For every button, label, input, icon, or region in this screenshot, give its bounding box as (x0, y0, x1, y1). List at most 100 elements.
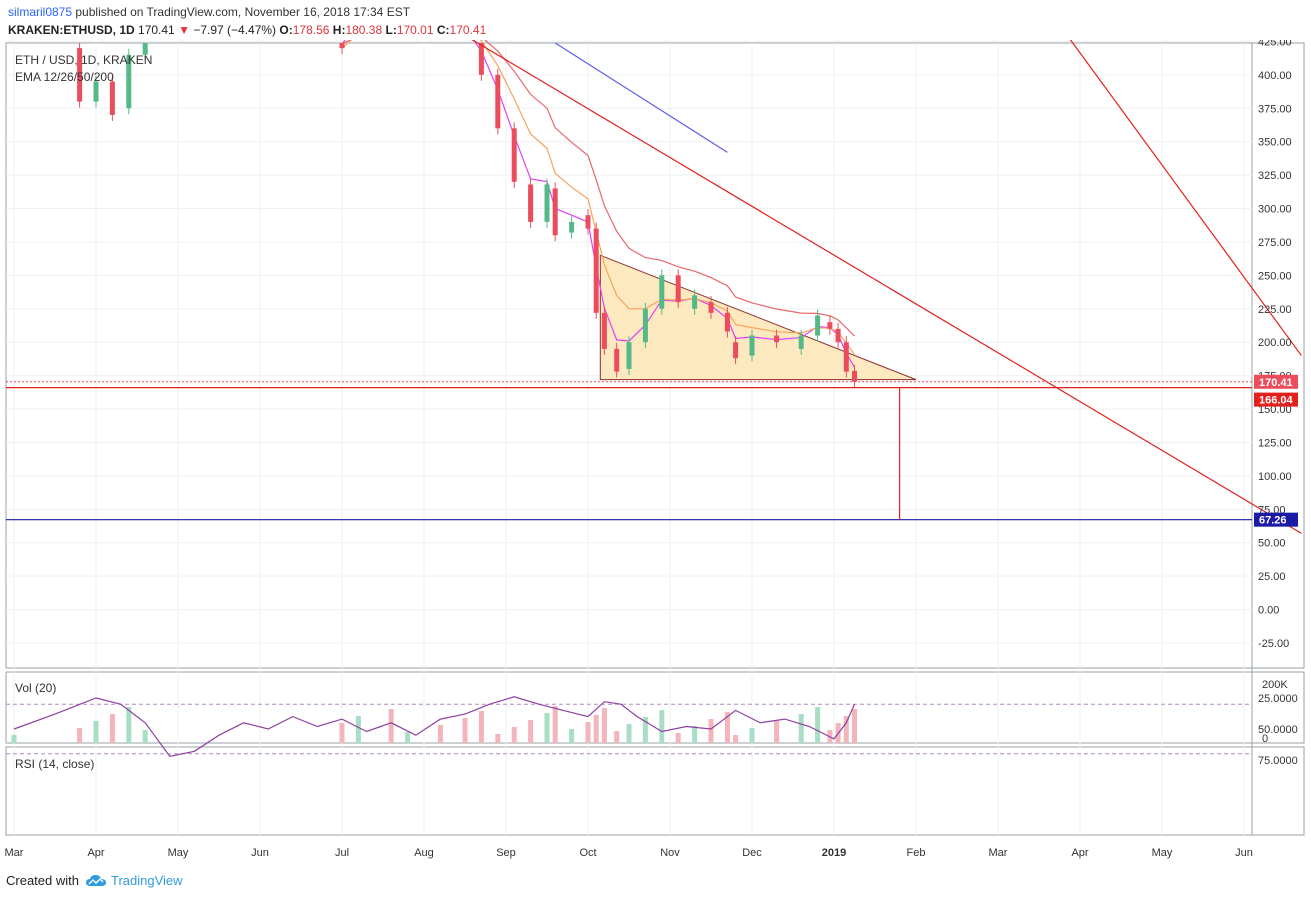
ema-legend: EMA 12/26/50/200 (15, 70, 114, 84)
candle (708, 302, 714, 313)
brand-label: TradingView (110, 873, 183, 888)
candle (692, 295, 698, 309)
candle (843, 342, 849, 372)
candle (798, 335, 804, 349)
volume-bar (708, 719, 714, 743)
candle (585, 215, 591, 229)
time-tick-label: May (168, 847, 189, 859)
candle (478, 43, 484, 75)
price-badge-label: 170.41 (1259, 377, 1293, 389)
price-tick-label: 425.00 (1258, 40, 1292, 48)
tradingview-brand[interactable]: TradingView (85, 873, 183, 888)
time-tick-label: Apr (87, 847, 104, 859)
volume-bar (843, 716, 849, 743)
candle (77, 48, 83, 102)
price-tick-label: 250.00 (1258, 270, 1292, 282)
volume-bar (437, 725, 443, 743)
time-tick-label: Nov (660, 847, 680, 859)
time-tick-label: Aug (414, 847, 434, 859)
price-tick-label: 200.00 (1258, 337, 1292, 349)
volume-bar (675, 733, 681, 743)
volume-bar (774, 721, 780, 743)
price-pane-frame (5, 42, 1305, 669)
candle (552, 188, 558, 236)
volume-bar (733, 735, 739, 743)
cloud-logo-icon (85, 874, 106, 886)
price-tick-label: 150.00 (1258, 404, 1292, 416)
volume-bar (815, 707, 821, 743)
price-tick-label: 25.00 (1258, 571, 1286, 583)
volume-pane (11, 706, 857, 743)
volume-bar (642, 717, 648, 743)
rsi-pane-frame (5, 746, 1305, 836)
time-tick-label: Apr (1071, 847, 1088, 859)
volume-pane-frame (5, 671, 1305, 744)
time-tick-label: Jun (251, 847, 269, 859)
volume-bar (601, 708, 607, 743)
volume-bar (614, 731, 620, 743)
volume-bar (355, 716, 361, 743)
volume-bar (544, 713, 550, 743)
volume-bar (478, 711, 484, 743)
price-tick-label: 275.00 (1258, 237, 1292, 249)
rsi-tick-label: 25.0000 (1258, 693, 1298, 705)
time-tick-label: Mar (989, 847, 1008, 859)
candle (495, 74, 501, 129)
rsi-legend: RSI (14, close) (15, 757, 94, 771)
candle (774, 335, 780, 343)
candle (827, 322, 833, 329)
candle (626, 342, 632, 369)
volume-bar (852, 709, 857, 743)
candle (733, 342, 739, 359)
candle (528, 184, 534, 222)
candle (835, 328, 841, 343)
price-tick-label: 300.00 (1258, 204, 1292, 216)
candle (724, 312, 730, 332)
candle (614, 348, 620, 372)
chart-area[interactable]: 450.00425.00400.00375.00350.00325.00300.… (0, 40, 1311, 865)
time-tick-label: Jun (1235, 847, 1253, 859)
price-tick-label: 125.00 (1258, 437, 1292, 449)
symbol-label: KRAKEN:ETHUSD, 1D (8, 23, 135, 37)
price-badge (1254, 512, 1298, 527)
price-tick-label: 325.00 (1258, 170, 1292, 182)
price-tick-label: 350.00 (1258, 137, 1292, 149)
close-label: C: (436, 23, 450, 37)
price-axis[interactable]: 450.00425.00400.00375.00350.00325.00300.… (1254, 40, 1298, 767)
created-with-label: Created with (6, 873, 79, 888)
candle (93, 81, 99, 102)
volume-bar (585, 722, 591, 743)
candle (601, 312, 607, 349)
time-axis[interactable]: Mar Apr May Jun Jul Aug Sep Oct Nov Dec 2019 Feb Mar… (5, 847, 1253, 859)
time-tick-label: Sep (496, 847, 516, 859)
candle (544, 184, 550, 222)
volume-bar (511, 727, 517, 743)
volume-bar (659, 710, 665, 743)
low-label: L: (385, 23, 397, 37)
candle (642, 308, 648, 343)
candle (569, 221, 575, 233)
price-tick-label: 0.00 (1258, 605, 1279, 617)
candle (126, 54, 132, 109)
high-label: H: (332, 23, 346, 37)
candle (675, 275, 681, 303)
price-tick-label: 225.00 (1258, 304, 1292, 316)
candle (815, 315, 821, 336)
down-arrow-icon: ▼ (178, 23, 190, 37)
ema26-line (341, 40, 855, 355)
price-pane (6, 40, 1302, 534)
volume-bar (552, 706, 558, 743)
publish-header: silmaril0875 published on TradingView.co… (8, 4, 410, 20)
author-link[interactable]: silmaril0875 (8, 5, 73, 19)
candle (593, 228, 599, 313)
volume-bar (11, 735, 17, 743)
grid (5, 40, 1305, 836)
volume-bar (495, 734, 501, 743)
close-value: 170.41 (449, 23, 487, 37)
price-tick-label: 375.00 (1258, 103, 1292, 115)
time-tick-label: Mar (5, 847, 24, 859)
volume-bar (569, 729, 575, 743)
volume-bar (724, 712, 730, 743)
volume-bar (528, 720, 534, 743)
candle (659, 275, 665, 309)
